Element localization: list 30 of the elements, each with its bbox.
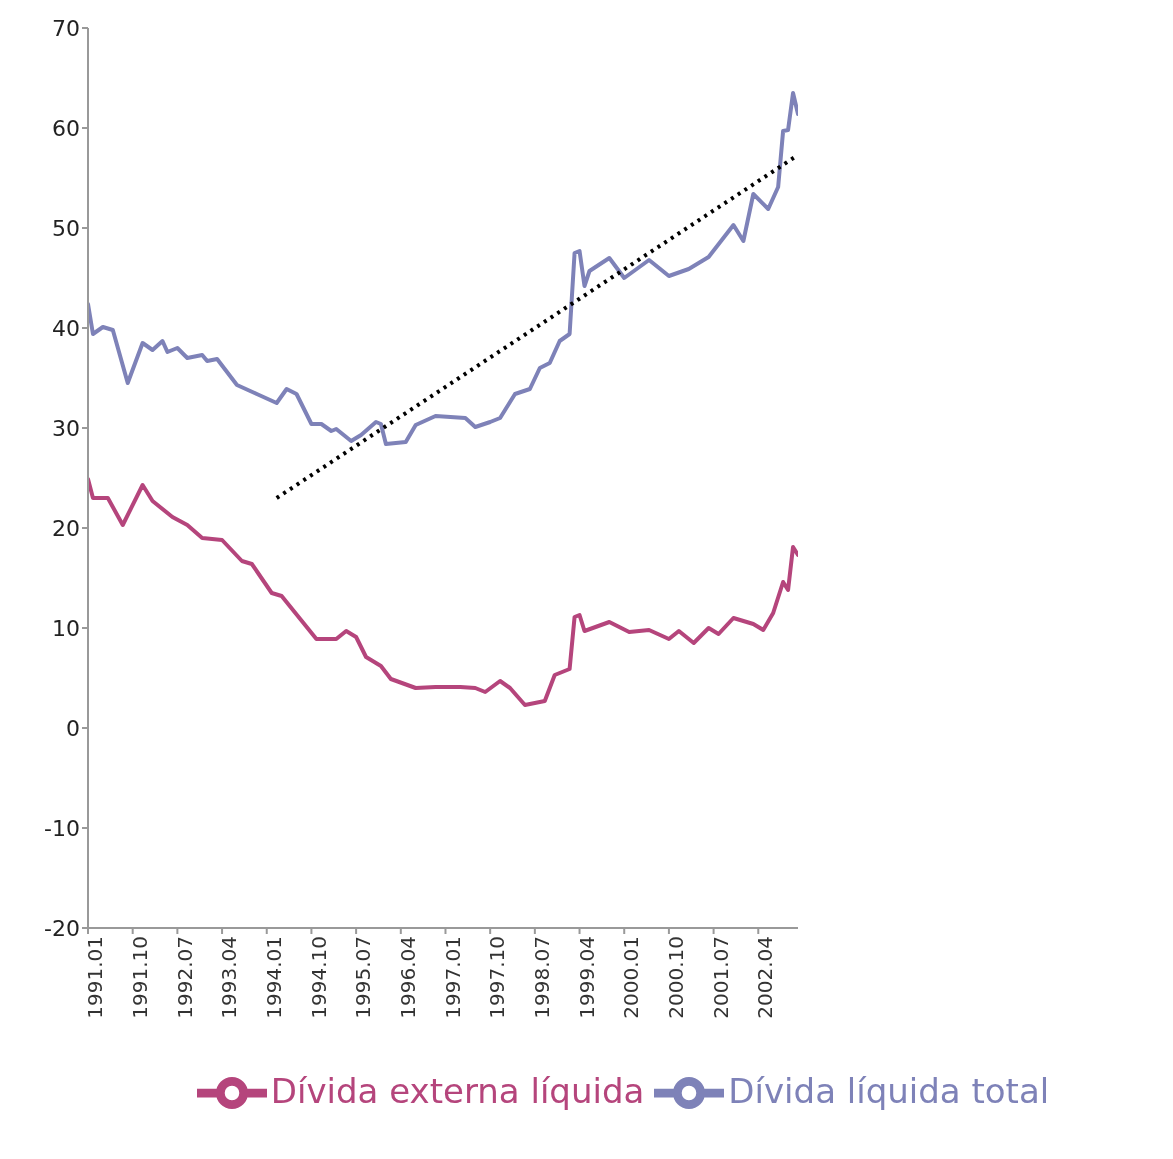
y-tick-label: 50 bbox=[52, 215, 80, 241]
x-tick-label: 1994.01 bbox=[261, 936, 286, 1019]
x-tick-label: 1996.04 bbox=[396, 936, 420, 1019]
x-tick-label: 2001.07 bbox=[708, 936, 733, 1019]
x-tick-label: 2002.04 bbox=[753, 936, 778, 1019]
y-tick-label: -20 bbox=[44, 915, 80, 941]
x-tick-label: 2000.10 bbox=[664, 936, 689, 1019]
x-tick-label: 2000.01 bbox=[619, 936, 644, 1019]
x-tick-label: 1991.01 bbox=[83, 936, 108, 1019]
x-tick-label: 1992.07 bbox=[172, 936, 197, 1019]
x-tick-label: 1997.10 bbox=[485, 936, 510, 1019]
x-tick-label: 1994.10 bbox=[306, 936, 331, 1019]
y-tick-label: 40 bbox=[52, 315, 80, 341]
legend-label: Dívida líquida total bbox=[728, 1070, 1050, 1111]
x-tick-label: 1991.10 bbox=[127, 936, 152, 1019]
y-tick-label: -10 bbox=[44, 815, 80, 841]
legend-label: Dívida externa líquida bbox=[270, 1070, 645, 1111]
y-tick-label: 70 bbox=[52, 15, 80, 41]
x-tick-label: 1995.07 bbox=[351, 936, 376, 1019]
x-tick-label: 1998.07 bbox=[530, 936, 555, 1019]
y-tick-label: 30 bbox=[52, 415, 80, 441]
line-series bbox=[88, 91, 798, 446]
y-tick-label: 10 bbox=[52, 615, 80, 641]
x-tick-label: 1999.04 bbox=[574, 936, 599, 1019]
y-tick-label: 0 bbox=[66, 715, 80, 741]
x-tick-label: 1993.04 bbox=[217, 936, 242, 1019]
y-tick-label: 60 bbox=[52, 115, 80, 141]
y-tick-label: 20 bbox=[52, 515, 80, 541]
line-series bbox=[88, 477, 798, 707]
x-tick-label: 1997.01 bbox=[440, 936, 465, 1019]
